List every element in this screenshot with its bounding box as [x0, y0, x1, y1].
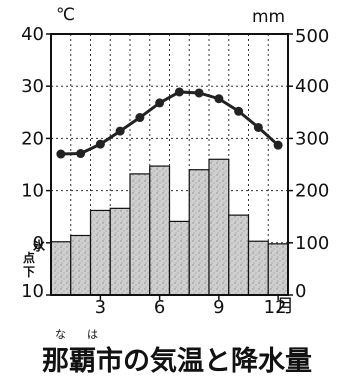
temperature-tick-label: 0: [33, 233, 44, 254]
temperature-point: [76, 149, 86, 159]
precipitation-tick-label: 300: [295, 128, 329, 149]
temperature-point: [253, 122, 263, 132]
month-tick-label: 6: [154, 297, 165, 318]
precipitation-tick-label: 0: [295, 281, 306, 302]
temperature-point: [155, 98, 165, 108]
precipitation-bar: [208, 158, 230, 296]
below-zero-label-1: 氷: [32, 238, 46, 253]
temperature-point: [115, 126, 125, 136]
below-zero-label-2: 点: [23, 250, 35, 265]
precipitation-bar: [168, 220, 190, 296]
month-tick-label: 9: [213, 297, 224, 318]
precipitation-bar: [109, 207, 131, 296]
temperature-axis-ticks: 40 30 20 10 0 10: [21, 24, 51, 302]
temperature-tick-label: 10: [21, 281, 44, 302]
precipitation-bar: [50, 241, 72, 296]
title-ruby-na: な: [55, 328, 66, 341]
precipitation-tick-label: 100: [295, 233, 329, 254]
temperature-point: [273, 140, 283, 150]
month-suffix: 月: [276, 296, 294, 317]
precipitation-tick-label: 400: [295, 76, 329, 97]
month-axis-ticks: 3 6 9 12: [95, 295, 287, 318]
month-tick-label: 12: [264, 297, 287, 318]
month-tick-label: 3: [95, 297, 106, 318]
temperature-point: [56, 149, 66, 159]
precipitation-bar: [129, 173, 151, 296]
precipitation-bar: [188, 169, 210, 296]
temperature-point: [95, 139, 105, 149]
temperature-point: [194, 88, 204, 98]
temperature-tick-label: 40: [21, 24, 44, 45]
below-zero-label-3: 下: [23, 265, 35, 279]
precipitation-bars: [50, 158, 289, 296]
precipitation-bar: [247, 240, 269, 296]
precipitation-bar: [70, 234, 92, 296]
title-ruby-ha: は: [87, 328, 98, 341]
precipitation-unit: mm: [252, 7, 285, 27]
temperature-point: [214, 94, 224, 104]
temperature-unit: ℃: [56, 5, 75, 25]
precipitation-axis-ticks: 500 400 300 200 100 0: [288, 26, 329, 302]
precipitation-bar: [149, 165, 171, 296]
temperature-line: [56, 87, 283, 159]
precipitation-bar: [89, 209, 111, 296]
temperature-tick-label: 10: [21, 181, 44, 202]
chart-title: 那覇市の気温と降水量: [42, 345, 312, 377]
precipitation-tick-label: 500: [295, 26, 329, 47]
precipitation-bar: [267, 243, 289, 296]
plot-frame: [50, 33, 289, 296]
temperature-point: [135, 113, 145, 123]
temperature-tick-label: 30: [21, 76, 44, 97]
precipitation-bar: [228, 214, 250, 296]
precipitation-tick-label: 200: [295, 181, 329, 202]
temperature-tick-label: 20: [21, 128, 44, 149]
temperature-point: [174, 87, 184, 97]
temperature-point: [234, 106, 244, 116]
